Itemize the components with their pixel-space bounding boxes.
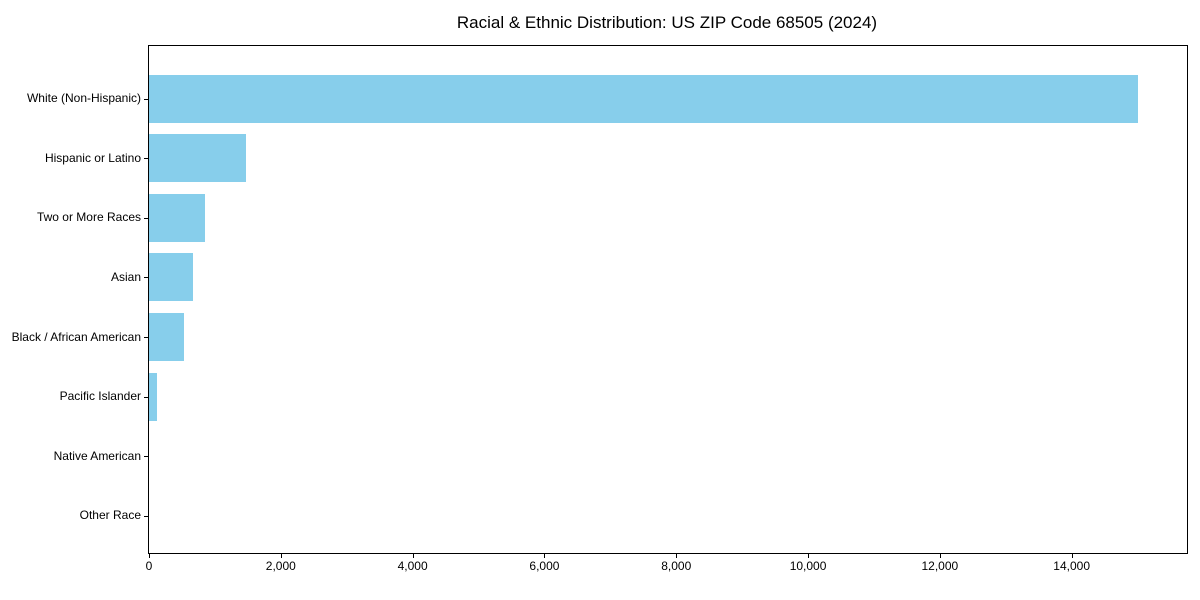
y-axis-tick [144,456,148,458]
x-tick-label-8000: 8,000 [661,559,692,573]
bar-pacific-islander [149,372,157,421]
x-tick-label-10000: 10,000 [789,559,827,573]
x-tick-label-4000: 4,000 [397,559,428,573]
y-tick-label-asian: Asian [110,269,141,284]
y-tick-label-black-african-american: Black / African American [11,329,141,344]
x-tick-label-6000: 6,000 [529,559,560,573]
y-axis-tick [144,337,148,339]
y-tick-label-white-non-hispanic: White (Non-Hispanic) [26,91,141,105]
y-axis-tick [144,158,148,160]
bar-asian [149,253,193,302]
bar-two-or-more-races [149,193,206,242]
y-axis-tick [144,277,148,279]
x-tick-label-12000: 12,000 [921,559,959,573]
y-tick-label-pacific-islander: Pacific Islander [59,389,141,404]
bar-white-non-hispanic [149,74,1138,123]
x-axis-tick [149,554,150,558]
x-tick-label-0: 0 [145,559,153,573]
x-axis-tick [676,554,678,558]
y-axis-tick [144,98,148,100]
x-tick-label-2000: 2,000 [265,559,296,573]
y-tick-label-other-race: Other Race [79,508,141,523]
y-axis-tick [144,396,148,398]
y-tick-label-hispanic-or-latino: Hispanic or Latino [44,150,141,165]
x-axis-tick [412,554,414,558]
x-axis-tick [1071,554,1073,558]
x-axis-tick [939,554,941,558]
y-tick-label-native-american: Native American [53,448,141,463]
y-axis-tick [144,515,148,517]
bar-hispanic-or-latino [149,134,246,183]
chart-title: Racial & Ethnic Distribution: US ZIP Cod… [456,13,878,32]
bar-black-african-american [149,313,184,362]
y-axis-tick [144,217,148,219]
y-tick-label-two-or-more-races: Two or More Races [36,210,141,225]
x-tick-label-14000: 14,000 [1053,559,1091,573]
plot-area: White (Non-Hispanic) Hispanic or Latino Tw… [12,45,1188,573]
x-axis-tick [808,554,810,558]
x-axis-tick [280,554,282,558]
x-axis-tick [544,554,546,558]
